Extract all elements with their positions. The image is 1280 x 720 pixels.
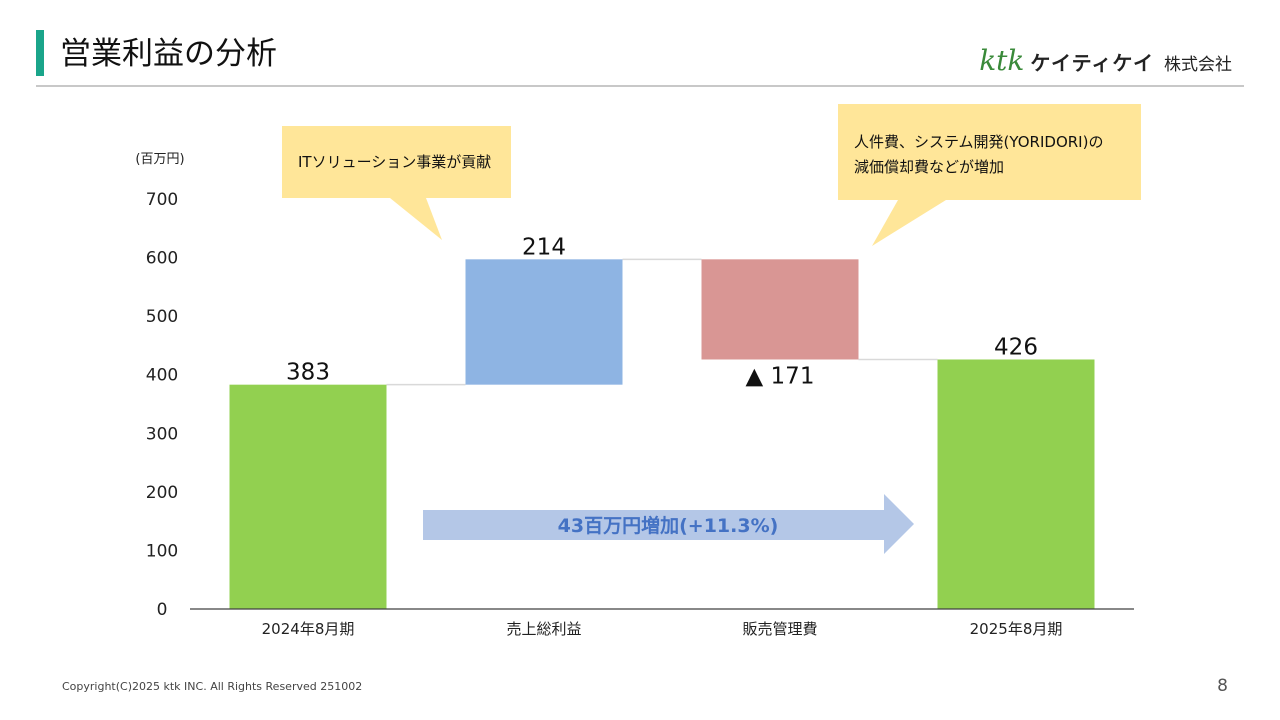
y-tick-label: 400 xyxy=(146,366,178,386)
growth-arrow-label: 43百万円増加(+11.3%) xyxy=(558,514,779,537)
y-tick-label: 0 xyxy=(157,600,168,620)
bar-value-label: 426 xyxy=(994,334,1038,360)
bar-value-label: ▲ 171 xyxy=(746,363,815,389)
page-title: 営業利益の分析 xyxy=(60,36,277,72)
bar-decrease xyxy=(701,259,859,360)
growth-arrow xyxy=(423,494,914,554)
bar-total xyxy=(229,384,387,609)
company-logo: ktk ケイティケイ 株式会社 xyxy=(979,44,1232,77)
y-tick-label: 700 xyxy=(146,190,178,210)
y-tick-label: 200 xyxy=(146,483,178,503)
callout-sga-text: 人件費、システム開発(YORIDORI)の 減価償却費などが増加 xyxy=(854,133,1104,176)
title-accent-bar xyxy=(36,30,44,76)
bar-increase xyxy=(465,259,623,385)
logo-ktk: ktk xyxy=(979,44,1025,77)
callout-gross-profit: ITソリューション事業が貢献 xyxy=(282,126,511,198)
x-tick-label: 販売管理費 xyxy=(742,620,817,638)
callout-sga: 人件費、システム開発(YORIDORI)の 減価償却費などが増加 xyxy=(838,104,1141,200)
x-tick-label: 2025年8月期 xyxy=(970,620,1063,638)
bar-value-label: 214 xyxy=(522,234,566,260)
callout-left-tail xyxy=(390,198,442,240)
bar-total xyxy=(937,359,1095,609)
logo-corp: 株式会社 xyxy=(1164,55,1232,75)
page-number: 8 xyxy=(1217,676,1228,696)
y-tick-label: 500 xyxy=(146,307,178,327)
y-tick-label: 600 xyxy=(146,249,178,269)
y-tick-label: 300 xyxy=(146,424,178,444)
callout-right-tail xyxy=(872,200,946,246)
y-axis-unit-label: (百万円) xyxy=(135,152,184,167)
callout-gross-profit-text: ITソリューション事業が貢献 xyxy=(298,153,492,171)
logo-kana: ケイティケイ xyxy=(1030,51,1154,75)
header-divider xyxy=(36,85,1244,87)
y-tick-label: 100 xyxy=(146,541,178,561)
x-tick-label: 2024年8月期 xyxy=(262,620,355,638)
x-tick-label: 売上総利益 xyxy=(506,620,581,638)
copyright-footer: Copyright(C)2025 ktk INC. All Rights Res… xyxy=(62,680,363,693)
bar-value-label: 383 xyxy=(286,360,330,386)
